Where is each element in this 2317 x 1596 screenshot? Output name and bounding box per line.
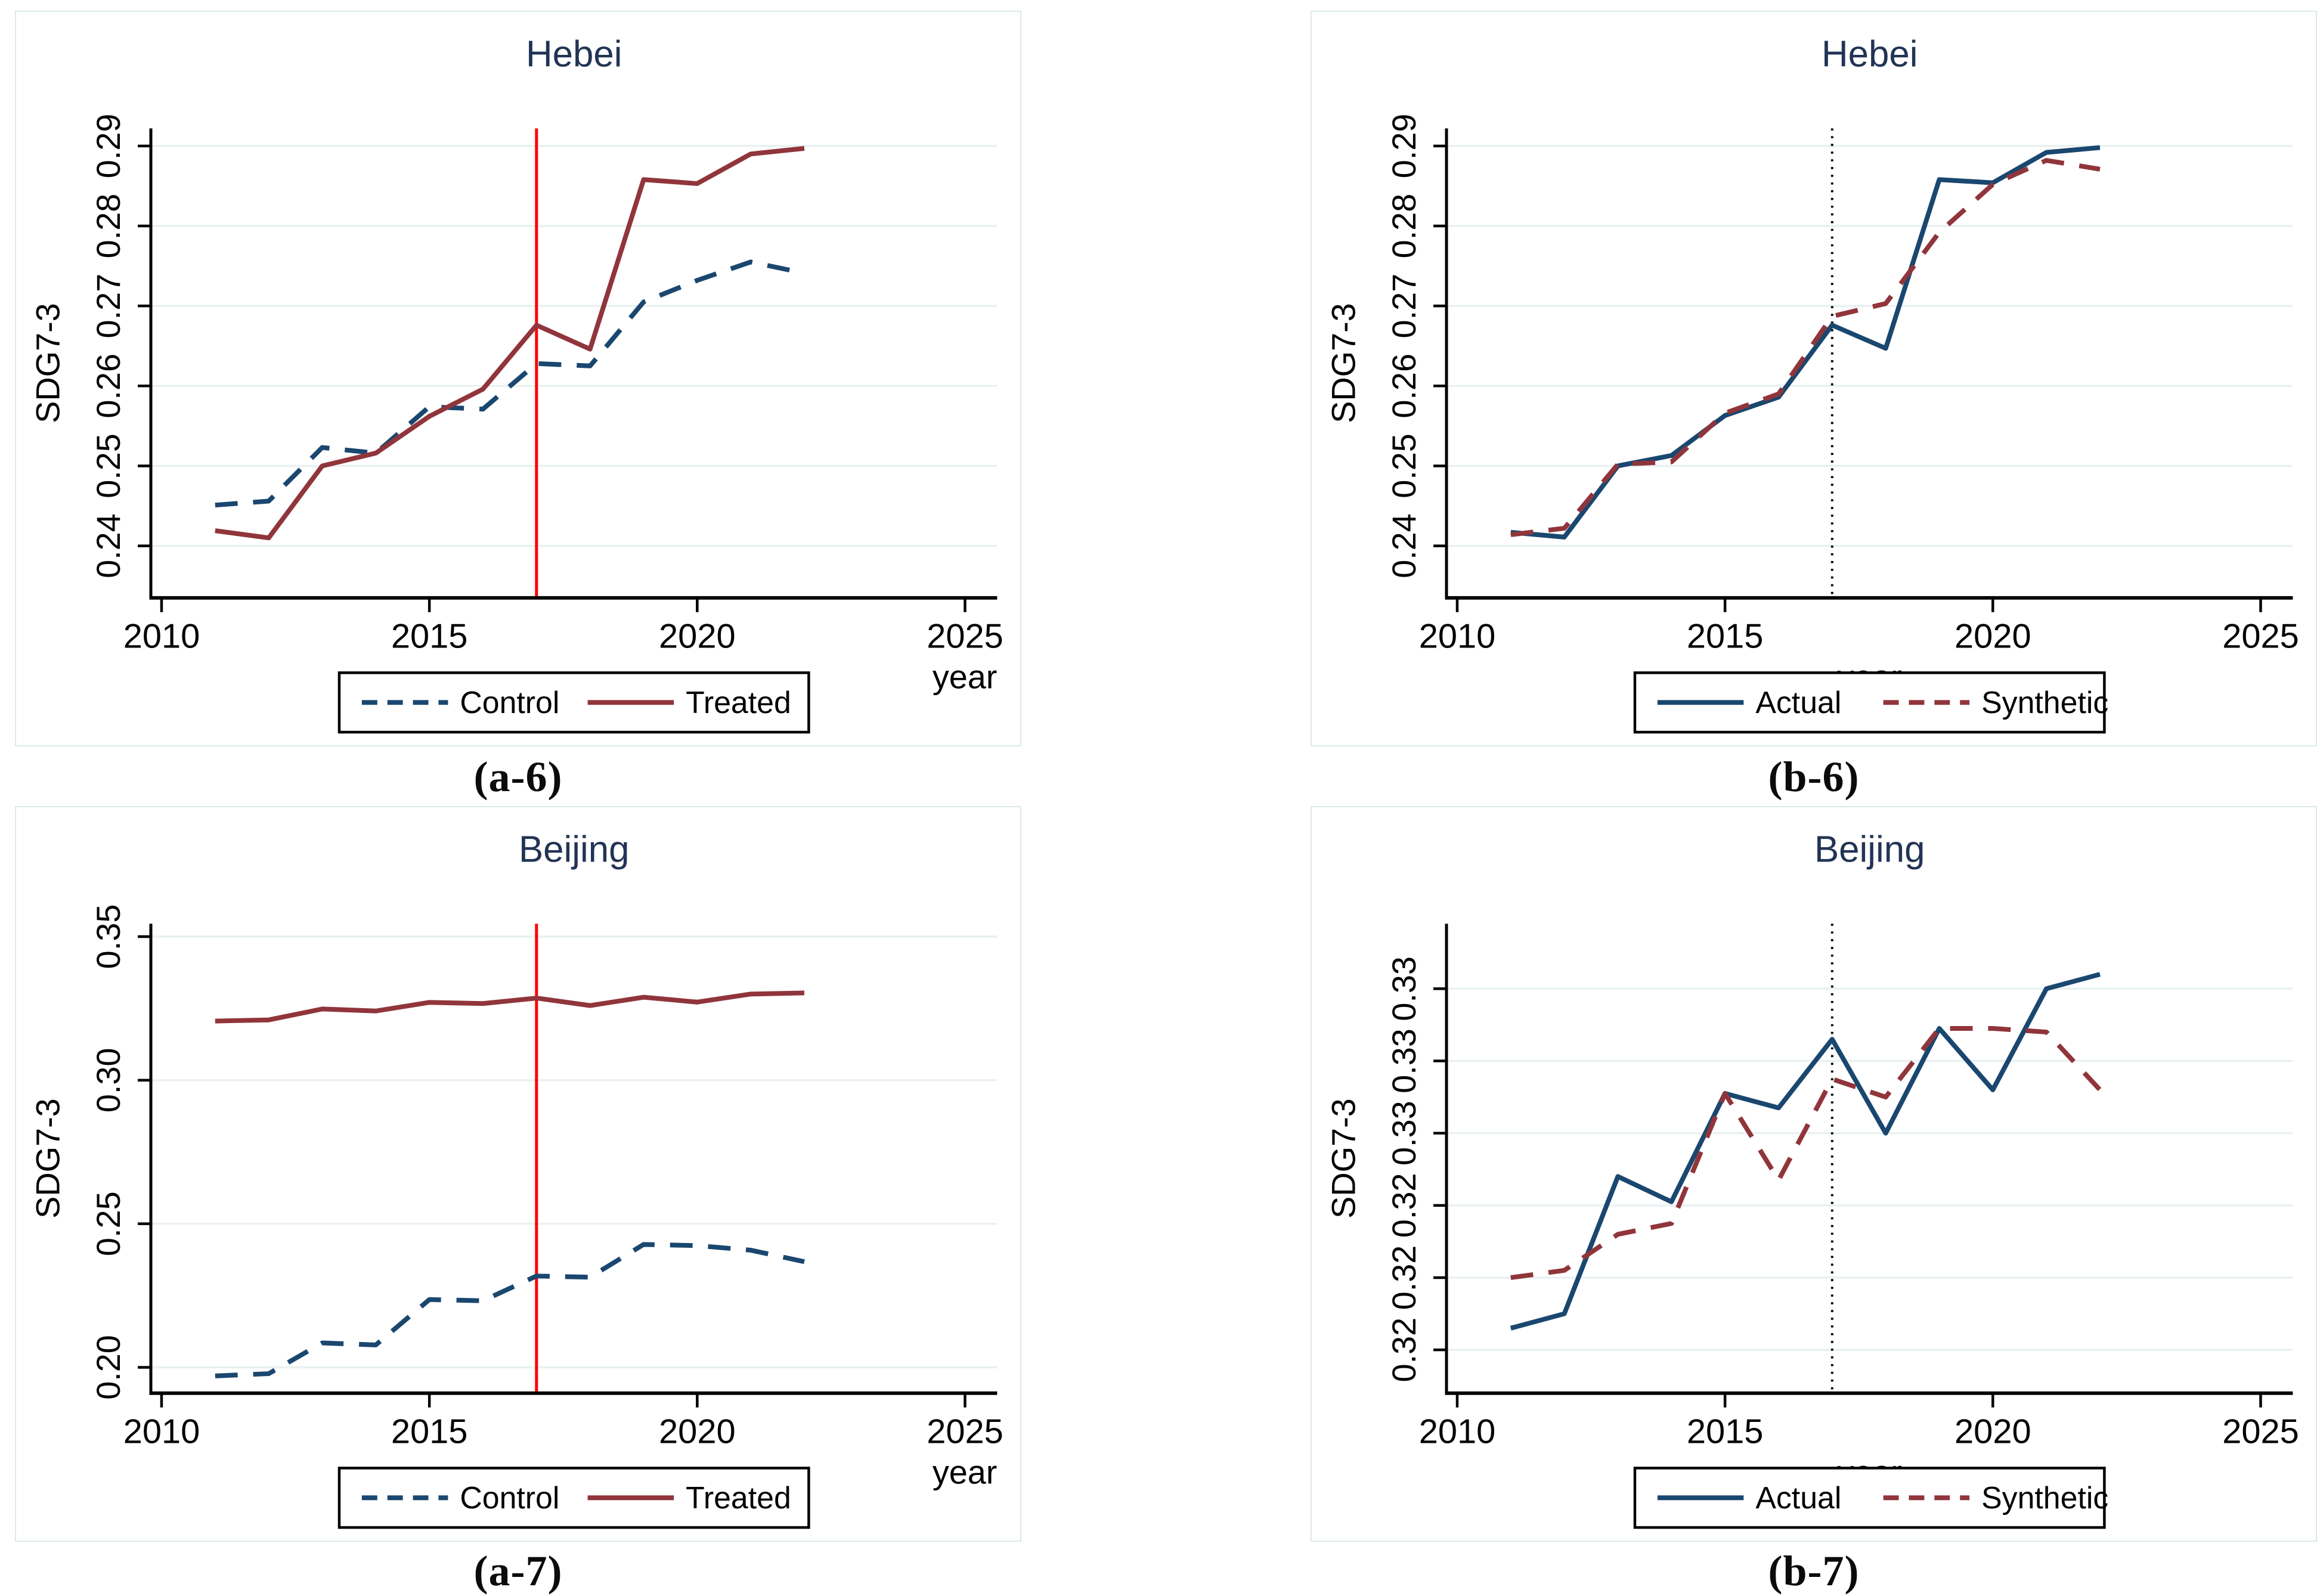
x-axis-title: year (933, 1453, 998, 1490)
hebei-synthetic-chart: 0.24 0.25 0.26 0.27 0.28 0.29 2010 2015 2020 2025… (1325, 34, 2299, 734)
legend-label: Control (460, 1480, 559, 1515)
y-tick-label: 0.27 (1385, 274, 1423, 339)
y-tick-label: 0.30 (89, 1048, 127, 1113)
x-tick-label: 2015 (391, 1413, 468, 1451)
x-tick-label: 2015 (1687, 618, 1764, 656)
y-tick-label: 0.29 (1385, 114, 1423, 179)
x-tick-label: 2025 (927, 1413, 1003, 1451)
series-line-synthetic (1510, 158, 2101, 537)
hebei-did-chart: 0.24 0.25 0.26 0.27 0.28 0.29 2010 2015 2020 2025… (29, 34, 1003, 734)
panel-caption: (b-6) (1768, 753, 1860, 801)
chart-title: Hebei (526, 34, 622, 75)
chart-panel-beijing-synth: 0.32 0.32 0.32 0.33 0.33 0.33 2010 2015 2020 2025… (1311, 806, 2317, 1542)
legend-label: Synthetic (1981, 1480, 2108, 1515)
legend-label: Control (460, 685, 559, 720)
x-tick-label: 2025 (2222, 618, 2299, 656)
legend-label: Actual (1755, 685, 1841, 720)
y-tick-label: 0.27 (89, 274, 127, 339)
x-axis-title: year (933, 658, 998, 695)
series-line-synthetic (1510, 1026, 2102, 1280)
y-tick-label: 0.28 (89, 194, 127, 259)
series-line-control (215, 1242, 805, 1378)
series-line-treated (215, 145, 805, 541)
y-tick-label: 0.32 (1385, 1318, 1423, 1383)
x-tick-label: 2015 (391, 618, 468, 656)
legend-label: Synthetic (1981, 685, 2108, 720)
chart-title: Beijing (1814, 829, 1925, 870)
x-tick-label: 2020 (1954, 618, 2031, 656)
y-tick-label: 0.32 (1385, 1173, 1423, 1238)
y-axis-title: SDG7-3 (1325, 1098, 1362, 1219)
y-tick-label: 0.25 (89, 433, 127, 498)
y-tick-label: 0.26 (1385, 354, 1423, 419)
y-tick-label: 0.33 (1385, 1028, 1423, 1093)
y-tick-label: 0.20 (89, 1335, 127, 1400)
y-tick-label: 0.29 (89, 114, 127, 179)
legend-label: Actual (1755, 1480, 1841, 1515)
y-tick-label: 0.25 (1385, 433, 1423, 498)
y-tick-label: 0.35 (89, 904, 127, 969)
beijing-did-chart: 0.20 0.25 0.30 0.35 2010 2015 2020 2025 SDG7-3 ye… (29, 829, 1003, 1529)
series-line-actual (1510, 145, 2101, 540)
y-axis-title: SDG7-3 (29, 1098, 67, 1219)
chart-title: Beijing (519, 829, 629, 870)
y-tick-label: 0.33 (1385, 1101, 1423, 1166)
y-tick-label: 0.25 (89, 1191, 127, 1256)
y-tick-label: 0.28 (1385, 194, 1423, 259)
x-tick-label: 2010 (123, 618, 200, 656)
chart-panel-hebei-did: 0.24 0.25 0.26 0.27 0.28 0.29 2010 2015 2020 2025… (15, 11, 1021, 746)
y-tick-label: 0.24 (89, 513, 127, 578)
series-line-treated (215, 990, 805, 1024)
panel-caption: (a-7) (473, 1547, 563, 1595)
y-tick-label: 0.33 (1385, 956, 1423, 1021)
beijing-synthetic-chart: 0.32 0.32 0.32 0.33 0.33 0.33 2010 2015 2020 2025… (1325, 829, 2299, 1529)
x-tick-label: 2025 (927, 618, 1003, 656)
x-tick-label: 2020 (659, 1413, 736, 1451)
series-line-actual (1510, 972, 2101, 1331)
chart-title: Hebei (1822, 34, 1918, 75)
panel-caption: (a-6) (473, 753, 563, 801)
chart-panel-beijing-did: 0.20 0.25 0.30 0.35 2010 2015 2020 2025 SDG7-3 ye… (15, 806, 1021, 1542)
series-line-control (215, 259, 805, 508)
x-tick-label: 2025 (2222, 1413, 2299, 1451)
y-tick-label: 0.26 (89, 354, 127, 419)
x-tick-label: 2010 (1419, 1413, 1496, 1451)
y-tick-label: 0.24 (1385, 513, 1423, 578)
legend-label: Treated (686, 685, 791, 720)
chart-panel-hebei-synth: 0.24 0.25 0.26 0.27 0.28 0.29 2010 2015 2020 2025… (1311, 11, 2317, 746)
y-axis-title: SDG7-3 (29, 303, 67, 423)
legend-label: Treated (686, 1480, 791, 1515)
y-tick-label: 0.32 (1385, 1245, 1423, 1310)
x-tick-label: 2020 (1954, 1413, 2031, 1451)
y-axis-title: SDG7-3 (1325, 303, 1362, 423)
x-tick-label: 2010 (1419, 618, 1496, 656)
x-tick-label: 2010 (123, 1413, 200, 1451)
panel-caption: (b-7) (1768, 1547, 1860, 1595)
x-tick-label: 2020 (659, 618, 736, 656)
x-tick-label: 2015 (1687, 1413, 1764, 1451)
